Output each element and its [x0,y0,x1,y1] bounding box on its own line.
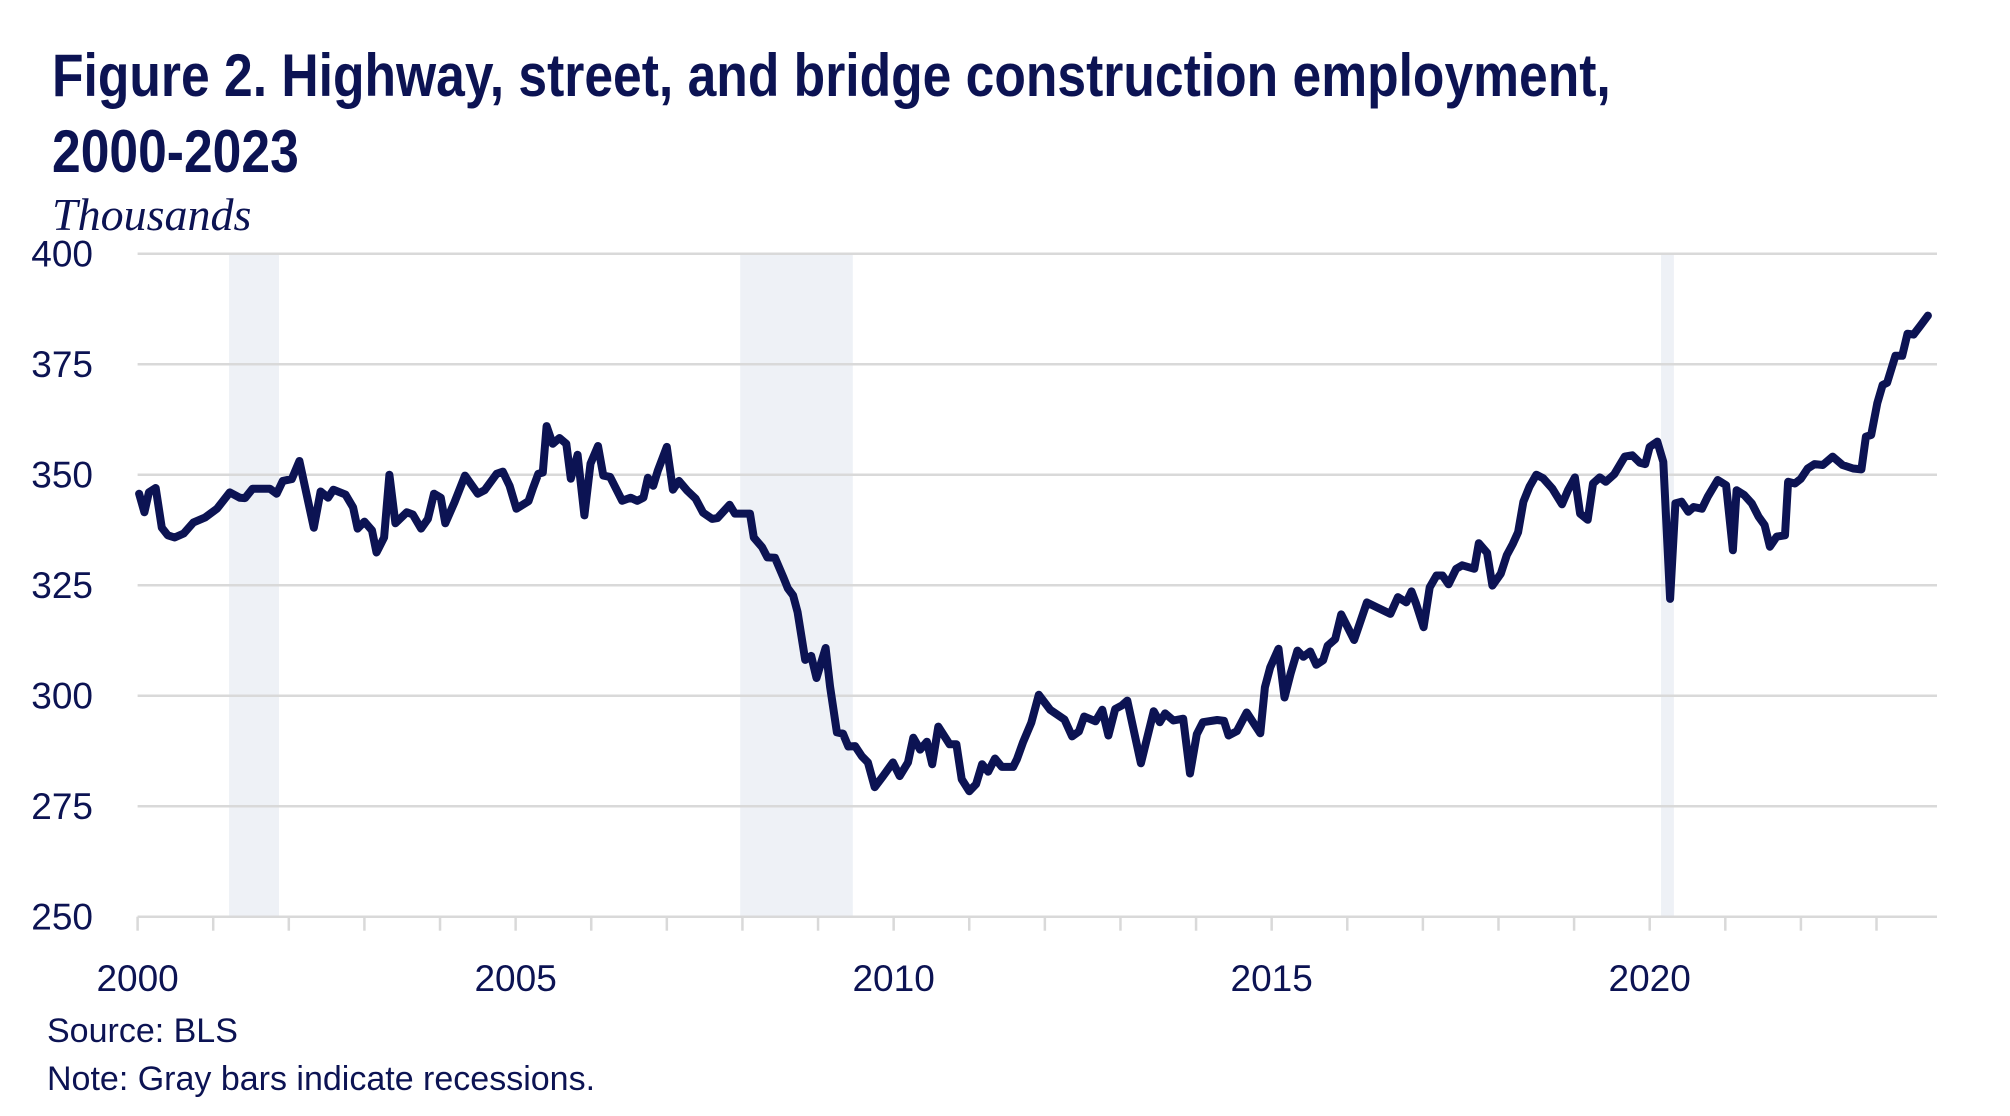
y-tick-label: 275 [31,786,93,827]
series-line [135,311,1932,796]
x-tick-label: 2000 [96,958,178,999]
y-axis-labels: 250 275 300 325 350 375 400 [31,234,93,938]
x-tick-label: 2005 [474,958,556,999]
chart-title-line-2: 2000-2023 [52,118,299,185]
y-tick-label: 300 [31,676,93,717]
recession-note: Note: Gray bars indicate recessions. [47,1060,596,1098]
source-note: Source: BLS [47,1012,238,1050]
x-tick-label: 2010 [852,958,934,999]
y-axis-title: Thousands [52,189,252,240]
y-tick-label: 400 [31,234,93,275]
x-axis [136,916,1878,931]
y-tick-label: 325 [31,565,93,606]
y-tick-label: 250 [31,897,93,938]
x-axis-labels: 2000 2005 2010 2015 2020 [96,958,1690,999]
y-tick-label: 375 [31,344,93,385]
x-tick-label: 2020 [1609,958,1691,999]
series-layer [135,311,1932,796]
chart-title-line-1: Figure 2. Highway, street, and bridge co… [52,42,1611,109]
x-tick-label: 2015 [1231,958,1313,999]
y-tick-label: 350 [31,455,93,496]
